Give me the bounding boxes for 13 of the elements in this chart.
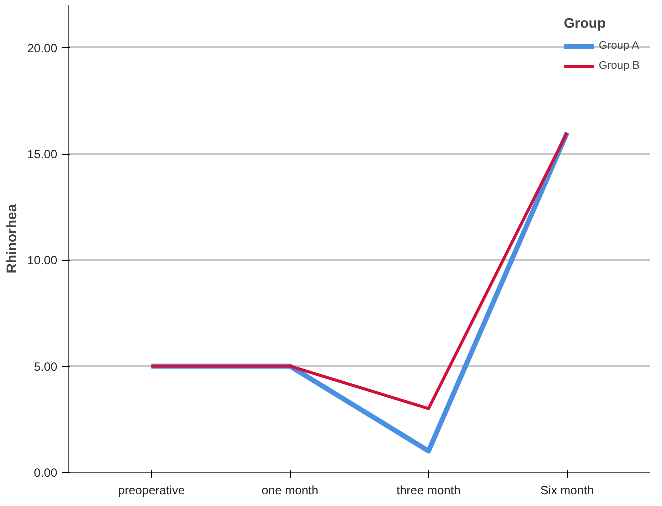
y-tick-label: 0.00 xyxy=(34,466,58,480)
y-tick-label: 5.00 xyxy=(34,360,58,374)
x-tick-label: one month xyxy=(262,484,319,498)
legend-title: Group xyxy=(564,15,608,31)
y-tick-label: 10.00 xyxy=(27,254,58,268)
y-axis-title: Rhinorhea xyxy=(3,204,20,274)
legend-label: Group B xyxy=(599,60,640,72)
x-tick-label: three month xyxy=(396,484,461,498)
x-tick-label: preoperative xyxy=(118,484,186,498)
legend-label: Group A xyxy=(599,40,640,52)
y-tick-label: 15.00 xyxy=(27,148,58,162)
x-tick-label: Six month xyxy=(540,484,594,498)
y-tick-label: 20.00 xyxy=(27,41,58,56)
